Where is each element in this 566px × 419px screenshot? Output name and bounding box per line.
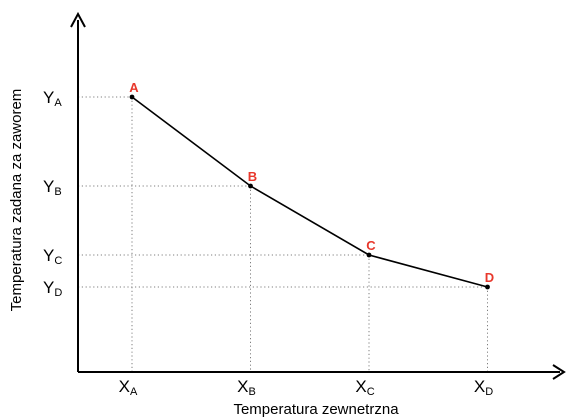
- x-tick-label-d: XD: [474, 377, 493, 398]
- x-tick-labels: XA XB XC XD: [119, 377, 494, 398]
- point-label-b: B: [248, 169, 257, 184]
- x-tick-label-a: XA: [119, 377, 138, 398]
- data-points: A B C D: [129, 80, 494, 290]
- x-axis-title: Temperatura zewnetrzna: [233, 401, 399, 418]
- y-tick-label-c: YC: [43, 246, 62, 267]
- guide-lines: [78, 96, 488, 372]
- y-axis-title: Temperatura zadana za zaworem: [8, 89, 25, 312]
- x-tick-label-c: XC: [355, 377, 374, 398]
- y-tick-label-d: YD: [43, 278, 62, 299]
- y-tick-label-a: YA: [43, 88, 62, 109]
- point-c: [366, 252, 372, 258]
- x-axis-arrow: [552, 364, 566, 380]
- point-a: [129, 94, 135, 100]
- y-tick-labels: YA YB YC YD: [43, 88, 62, 299]
- series-line: [131, 96, 488, 288]
- x-tick-label-b: XB: [237, 377, 256, 398]
- point-label-d: D: [485, 270, 494, 285]
- y-axis-arrow: [70, 11, 86, 28]
- y-tick-label-b: YB: [43, 177, 62, 198]
- point-d: [485, 284, 490, 290]
- point-label-c: C: [366, 238, 376, 253]
- point-b: [248, 183, 253, 189]
- point-label-a: A: [129, 80, 139, 95]
